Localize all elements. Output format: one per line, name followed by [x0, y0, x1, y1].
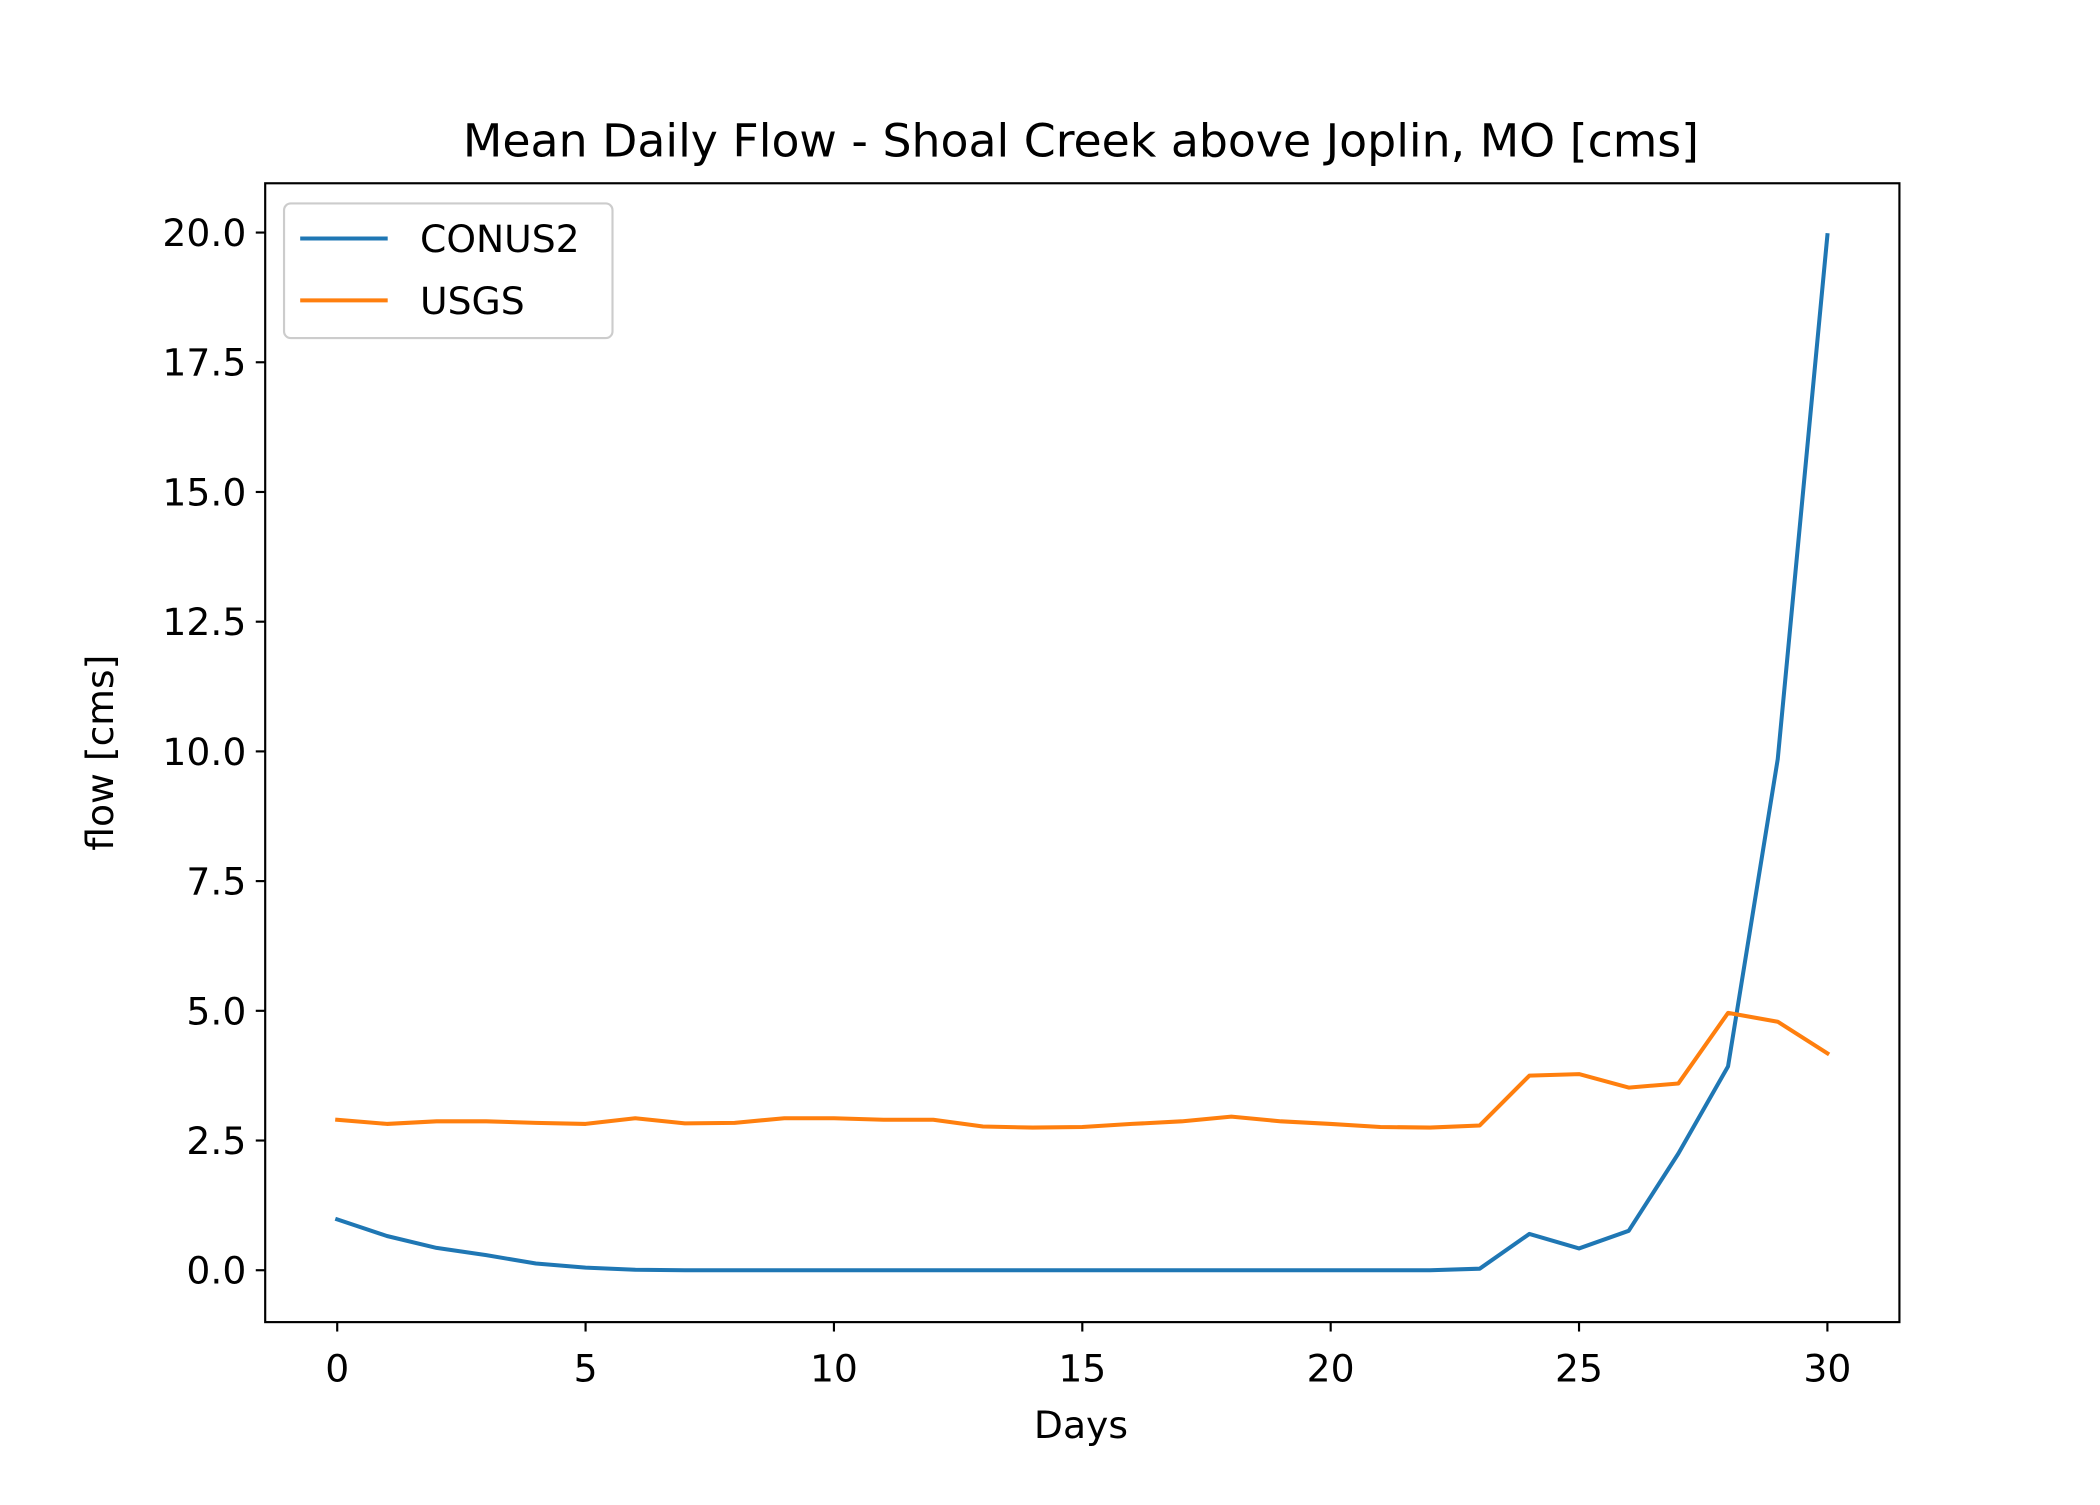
x-axis-label: Days [1034, 1403, 1128, 1447]
y-tick-label: 5.0 [186, 989, 246, 1033]
x-tick-label: 30 [1803, 1346, 1851, 1390]
y-tick-label: 20.0 [162, 211, 246, 255]
series-line-conus2 [334, 232, 1830, 1273]
x-tick-label: 15 [1058, 1346, 1106, 1390]
y-tick-label: 7.5 [186, 860, 246, 904]
legend-label: CONUS2 [420, 217, 580, 261]
y-tick-label: 10.0 [162, 730, 246, 774]
plot-area: 0 5 10 15 20 25 30 0.0 2.5 5.0 7.5 10.0 12.5 15.0 17.5… [162, 182, 1901, 1390]
x-tick-label: 0 [325, 1346, 349, 1390]
x-tick-label: 5 [574, 1346, 598, 1390]
y-tick-label: 0.0 [186, 1249, 246, 1293]
y-axis-label: flow [cms] [78, 655, 122, 851]
legend-label: USGS [420, 279, 525, 323]
x-tick-label: 10 [810, 1346, 858, 1390]
y-tick-label: 15.0 [162, 470, 246, 514]
y-tick-label: 12.5 [162, 600, 246, 644]
chart-title: Mean Daily Flow - Shoal Creek above Jopl… [463, 114, 1699, 167]
y-tick-label: 17.5 [162, 341, 246, 385]
legend: CONUS2 USGS [282, 202, 614, 340]
y-tick-label: 2.5 [186, 1119, 246, 1163]
x-tick-label: 25 [1555, 1346, 1603, 1390]
x-tick-label: 20 [1307, 1346, 1355, 1390]
series-line-usgs [335, 1010, 1831, 1130]
